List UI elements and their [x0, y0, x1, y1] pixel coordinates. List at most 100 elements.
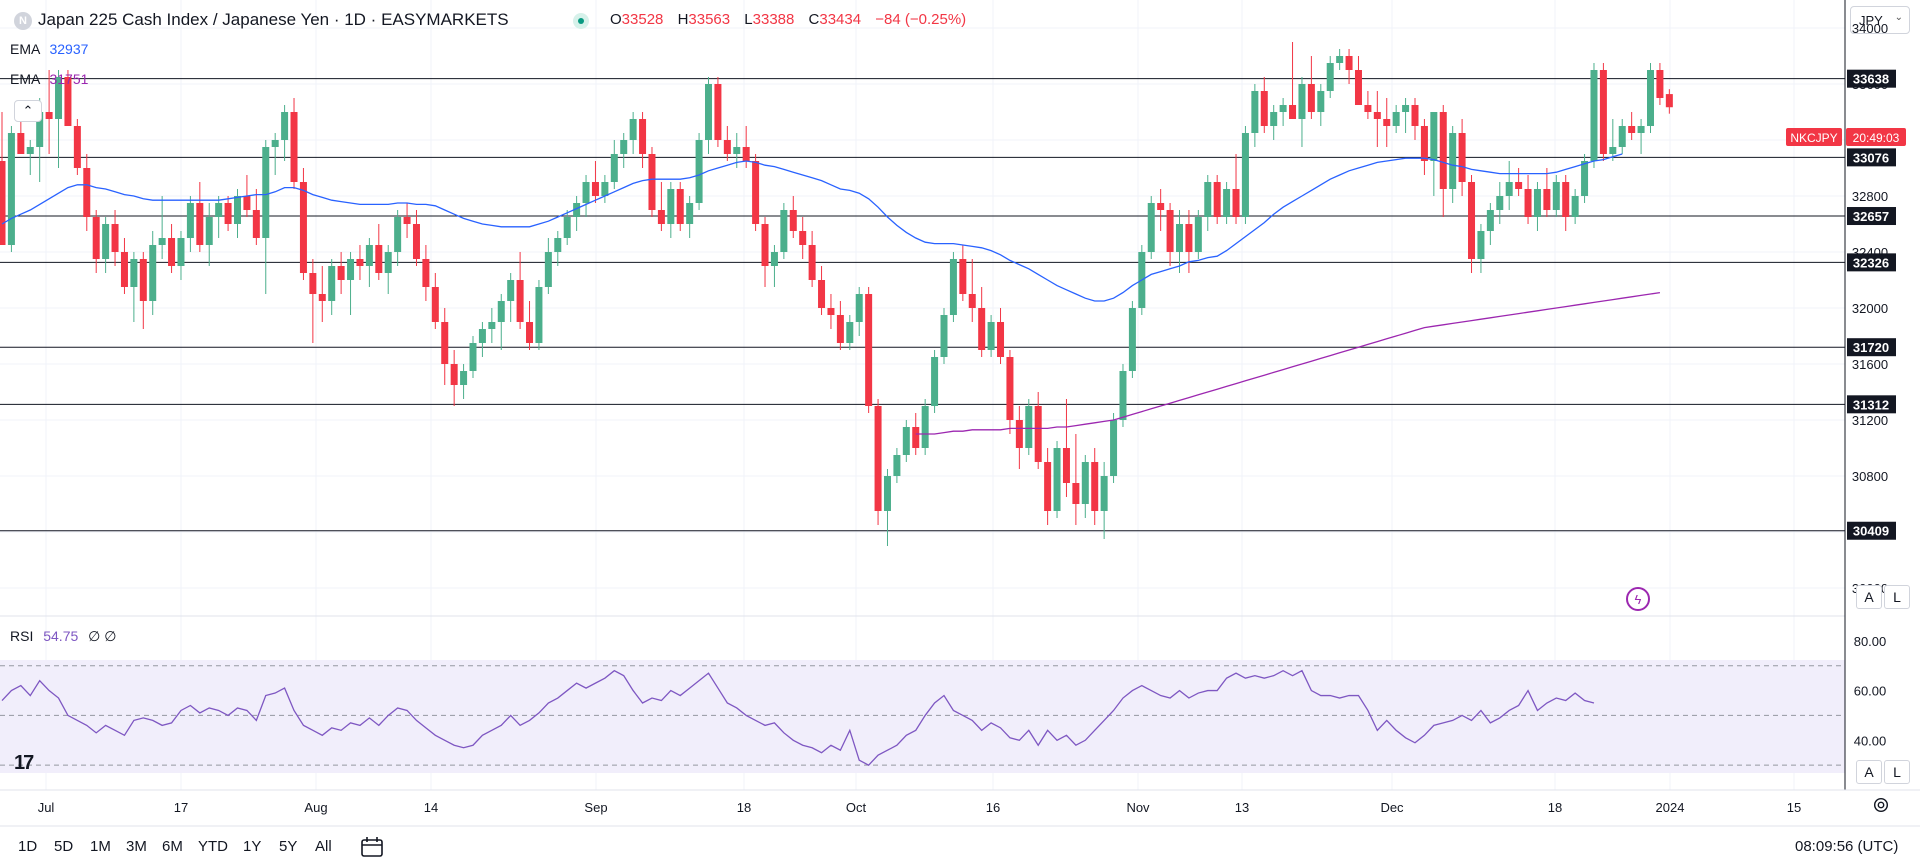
candle-body[interactable] [1383, 119, 1391, 126]
candle-body[interactable] [73, 126, 81, 168]
candle-body[interactable] [1119, 371, 1127, 420]
candle-body[interactable] [299, 182, 307, 273]
candle-body[interactable] [1533, 189, 1541, 217]
candle-body[interactable] [337, 266, 345, 280]
chart-title[interactable]: Japan 225 Cash Index / Japanese Yen · 1D… [38, 10, 509, 29]
candle-body[interactable] [186, 203, 194, 238]
candle-body[interactable] [1430, 112, 1438, 161]
candle-body[interactable] [290, 112, 298, 182]
candle-body[interactable] [1373, 112, 1381, 119]
candle-body[interactable] [1204, 182, 1212, 217]
candle-body[interactable] [83, 168, 91, 217]
candle-body[interactable] [1213, 182, 1221, 217]
candle-body[interactable] [262, 147, 270, 238]
candle-body[interactable] [676, 189, 684, 224]
candle-body[interactable] [648, 154, 656, 210]
candle-body[interactable] [1609, 147, 1617, 154]
candle-body[interactable] [695, 140, 703, 203]
candle-body[interactable] [215, 203, 223, 217]
candle-body[interactable] [1505, 182, 1513, 196]
candle-body[interactable] [460, 371, 468, 385]
candle-body[interactable] [281, 112, 289, 140]
candle-body[interactable] [629, 119, 637, 140]
candle-body[interactable] [516, 280, 524, 322]
candle-body[interactable] [874, 406, 882, 511]
candle-body[interactable] [1270, 112, 1278, 126]
candle-body[interactable] [394, 217, 402, 252]
candle-body[interactable] [535, 287, 543, 343]
timeframe-6m[interactable]: 6M [162, 838, 183, 855]
candle-body[interactable] [64, 77, 72, 126]
candle-body[interactable] [1157, 203, 1165, 210]
candle-body[interactable] [526, 322, 534, 343]
candle-body[interactable] [1015, 420, 1023, 448]
candle-body[interactable] [441, 322, 449, 364]
candle-body[interactable] [243, 196, 251, 210]
candle-body[interactable] [808, 245, 816, 280]
candle-body[interactable] [55, 77, 63, 119]
candle-body[interactable] [347, 259, 355, 280]
timeframe-1d[interactable]: 1D [18, 838, 38, 855]
timeframe-5d[interactable]: 5D [54, 838, 74, 855]
candle-body[interactable] [412, 224, 420, 259]
candle-body[interactable] [639, 119, 647, 154]
timeframe-1y[interactable]: 1Y [243, 838, 262, 855]
candle-body[interactable] [1562, 182, 1570, 217]
rsi-log-scale-button[interactable]: L [1884, 760, 1910, 784]
candle-body[interactable] [705, 84, 712, 140]
candle-body[interactable] [488, 322, 496, 329]
candle-body[interactable] [271, 140, 279, 147]
candle-body[interactable] [1251, 91, 1259, 133]
candle-body[interactable] [1486, 210, 1494, 231]
candle-body[interactable] [1034, 406, 1042, 462]
candle-body[interactable] [893, 455, 901, 476]
candle-body[interactable] [554, 238, 562, 252]
candle-body[interactable] [1006, 357, 1014, 420]
candle-body[interactable] [1307, 84, 1315, 112]
candle-body[interactable] [1458, 133, 1466, 182]
candle-body[interactable] [657, 210, 665, 224]
candle-body[interactable] [1449, 133, 1457, 189]
candle-body[interactable] [563, 217, 571, 238]
candle-body[interactable] [1232, 189, 1240, 217]
candle-body[interactable] [1053, 448, 1061, 511]
candle-body[interactable] [1081, 462, 1089, 504]
timeframe-5y[interactable]: 5Y [279, 838, 298, 855]
candle-body[interactable] [1364, 105, 1372, 112]
candle-body[interactable] [836, 315, 844, 343]
candle-body[interactable] [422, 259, 430, 287]
candle-body[interactable] [1411, 105, 1419, 126]
candle-body[interactable] [1665, 94, 1673, 108]
log-scale-button[interactable]: L [1884, 585, 1910, 609]
price-axis[interactable]: 3000030400308003120031600320003240032800… [1852, 21, 1888, 596]
candle-body[interactable] [224, 203, 232, 224]
candle-body[interactable] [1637, 126, 1645, 133]
candle-body[interactable] [111, 224, 119, 252]
candle-body[interactable] [1298, 84, 1306, 119]
candle-body[interactable] [205, 217, 213, 245]
candle-body[interactable] [356, 259, 364, 266]
candle-body[interactable] [1166, 210, 1174, 252]
candle-body[interactable] [1260, 91, 1268, 126]
candle-body[interactable] [714, 84, 722, 140]
collapse-legend-button[interactable]: ⌃ [14, 100, 42, 122]
candle-body[interactable] [1599, 70, 1607, 154]
candle-body[interactable] [375, 245, 383, 273]
candle-body[interactable] [1345, 56, 1353, 70]
candle-body[interactable] [1468, 182, 1476, 259]
candle-body[interactable] [770, 252, 778, 266]
candle-body[interactable] [120, 252, 128, 287]
candle-body[interactable] [1025, 406, 1033, 448]
candle-body[interactable] [1647, 70, 1654, 126]
timeframe-ytd[interactable]: YTD [198, 838, 228, 855]
candle-body[interactable] [7, 133, 15, 245]
candle-body[interactable] [686, 203, 694, 224]
candle-body[interactable] [601, 182, 609, 196]
market-status-icon[interactable] [573, 13, 589, 29]
candle-body[interactable] [1515, 182, 1523, 189]
candle-body[interactable] [26, 147, 34, 154]
lightning-icon[interactable]: ϟ [1626, 587, 1650, 611]
candle-body[interactable] [780, 210, 788, 252]
candle-body[interactable] [507, 280, 515, 301]
